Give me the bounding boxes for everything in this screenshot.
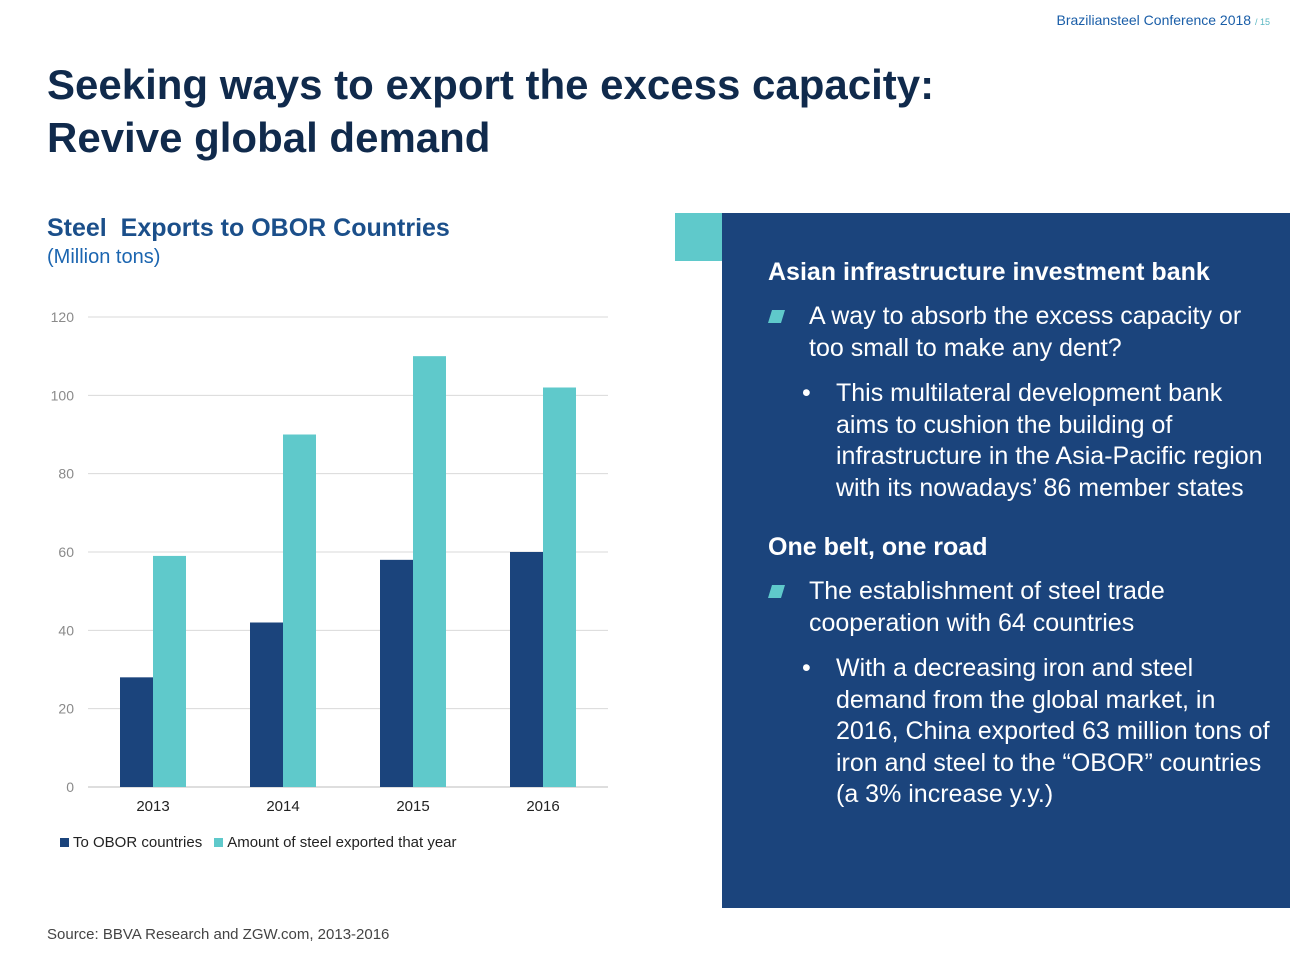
parallelogram-bullet-icon [768,310,785,323]
legend-label-obor: To OBOR countries [73,834,203,851]
bar-total [413,356,446,787]
slide-title-line2: Revive global demand [47,114,491,161]
bar-obor [250,622,283,787]
sub-bullet-obor: • With a decreasing iron and steel deman… [768,653,1270,811]
bar-obor [380,559,413,787]
sub-bullet-aiib: • This multilateral development bank aim… [768,378,1270,504]
legend-swatch-total [214,838,224,847]
section-heading-aiib: Asian infrastructure investment bank [768,258,1210,286]
bar-total [543,387,576,787]
y-tick-label: 40 [58,622,74,638]
section-heading-obor: One belt, one road [768,533,988,561]
bar-total [153,555,186,787]
info-panel: Asian infrastructure investment bank A w… [722,213,1290,908]
slide-title: Seeking ways to export the excess capaci… [47,58,1047,164]
slide-title-line1: Seeking ways to export the excess capaci… [47,61,935,108]
page-number: / 15 [1254,17,1270,27]
y-tick-label: 20 [58,701,74,717]
x-tick-label: 2015 [396,798,429,815]
bullet-aiib-text: A way to absorb the excess capacity or t… [809,302,1242,362]
y-tick-label: 80 [58,466,74,482]
bar-chart: 0 20 40 60 80 100 120 2013 2014 2015 2016 [51,309,608,815]
legend-item-obor: To OBOR countries [60,834,202,851]
y-tick-label: 60 [58,544,74,560]
bar-obor [120,677,153,787]
sub-bullet-marker: • [802,379,811,407]
conference-name: Braziliansteel Conference 2018 [1056,12,1252,28]
accent-block [675,213,722,261]
bullet-obor: The establishment of steel trade coopera… [768,575,1270,639]
bar-total [283,434,316,787]
bar-obor [510,552,543,787]
chart-title: Steel Exports to OBOR Countries [47,214,450,242]
bullet-aiib: A way to absorb the excess capacity or t… [768,300,1270,364]
parallelogram-bullet-icon [768,585,785,598]
y-tick-label: 100 [51,387,75,403]
y-tick-label: 0 [66,779,74,795]
chart-legend: To OBOR countries Amount of steel export… [60,834,457,851]
legend-label-total: Amount of steel exported that year [227,834,457,851]
y-tick-label: 120 [51,309,75,325]
legend-item-total: Amount of steel exported that year [214,834,457,851]
sub-bullet-obor-text: With a decreasing iron and steel demand … [836,654,1270,808]
x-tick-label: 2014 [266,798,299,815]
sub-bullet-marker: • [802,654,811,682]
x-tick-label: 2013 [136,798,169,815]
source-note: Source: BBVA Research and ZGW.com, 2013-… [47,926,390,943]
bullet-obor-text: The establishment of steel trade coopera… [809,577,1165,637]
x-tick-label: 2016 [526,798,559,815]
sub-bullet-aiib-text: This multilateral development bank aims … [836,379,1263,502]
legend-swatch-obor [60,838,69,847]
chart-subtitle: (Million tons) [47,246,161,268]
conference-label: Braziliansteel Conference 2018 / 15 [1057,12,1270,28]
